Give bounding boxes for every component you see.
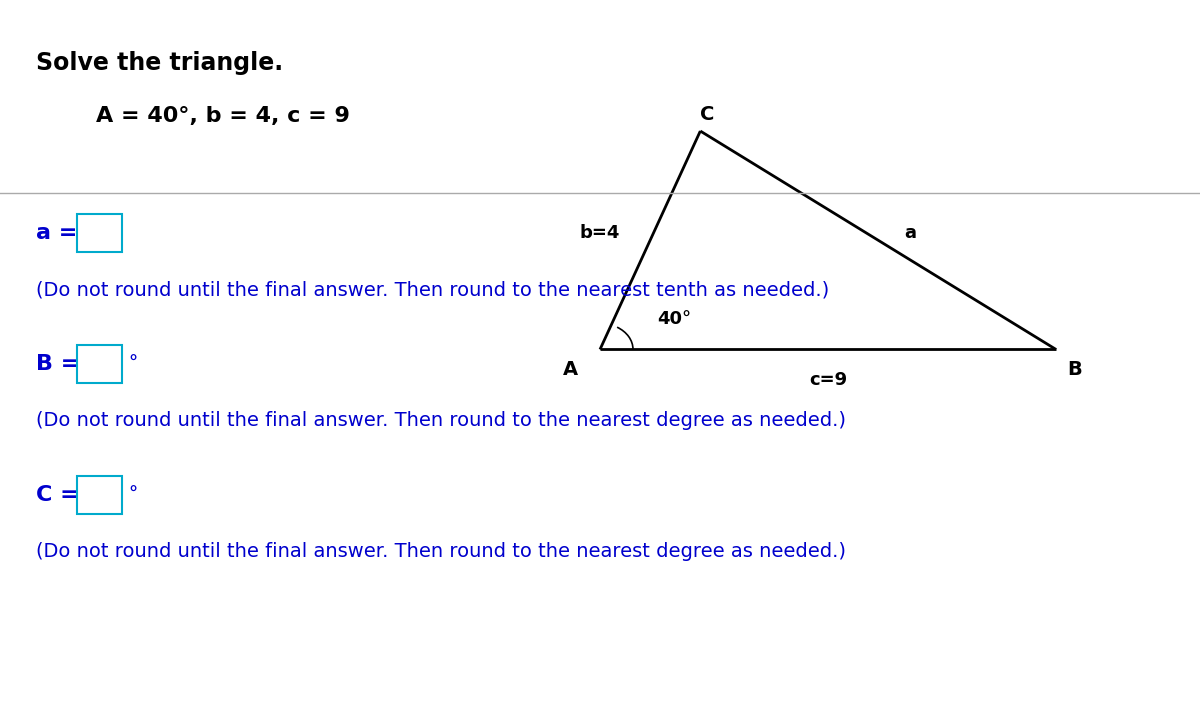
Text: °: °: [128, 355, 138, 373]
Text: C: C: [700, 106, 714, 124]
FancyBboxPatch shape: [77, 476, 122, 514]
Text: Solve the triangle.: Solve the triangle.: [36, 51, 283, 75]
Text: C =: C =: [36, 485, 86, 505]
Text: °: °: [128, 486, 138, 504]
Text: a =: a =: [36, 223, 85, 243]
FancyBboxPatch shape: [77, 345, 122, 383]
Text: (Do not round until the final answer. Then round to the nearest degree as needed: (Do not round until the final answer. Th…: [36, 542, 846, 561]
Text: a: a: [905, 224, 917, 242]
Text: 40°: 40°: [658, 310, 691, 328]
Text: c=9: c=9: [809, 371, 847, 389]
Text: B: B: [1067, 360, 1081, 379]
Text: A: A: [563, 360, 578, 379]
Text: A = 40°, b = 4, c = 9: A = 40°, b = 4, c = 9: [96, 106, 350, 125]
FancyBboxPatch shape: [77, 214, 122, 252]
Text: B =: B =: [36, 354, 88, 374]
Text: b=4: b=4: [580, 224, 620, 242]
Text: (Do not round until the final answer. Then round to the nearest tenth as needed.: (Do not round until the final answer. Th…: [36, 280, 829, 299]
Text: (Do not round until the final answer. Then round to the nearest degree as needed: (Do not round until the final answer. Th…: [36, 411, 846, 430]
